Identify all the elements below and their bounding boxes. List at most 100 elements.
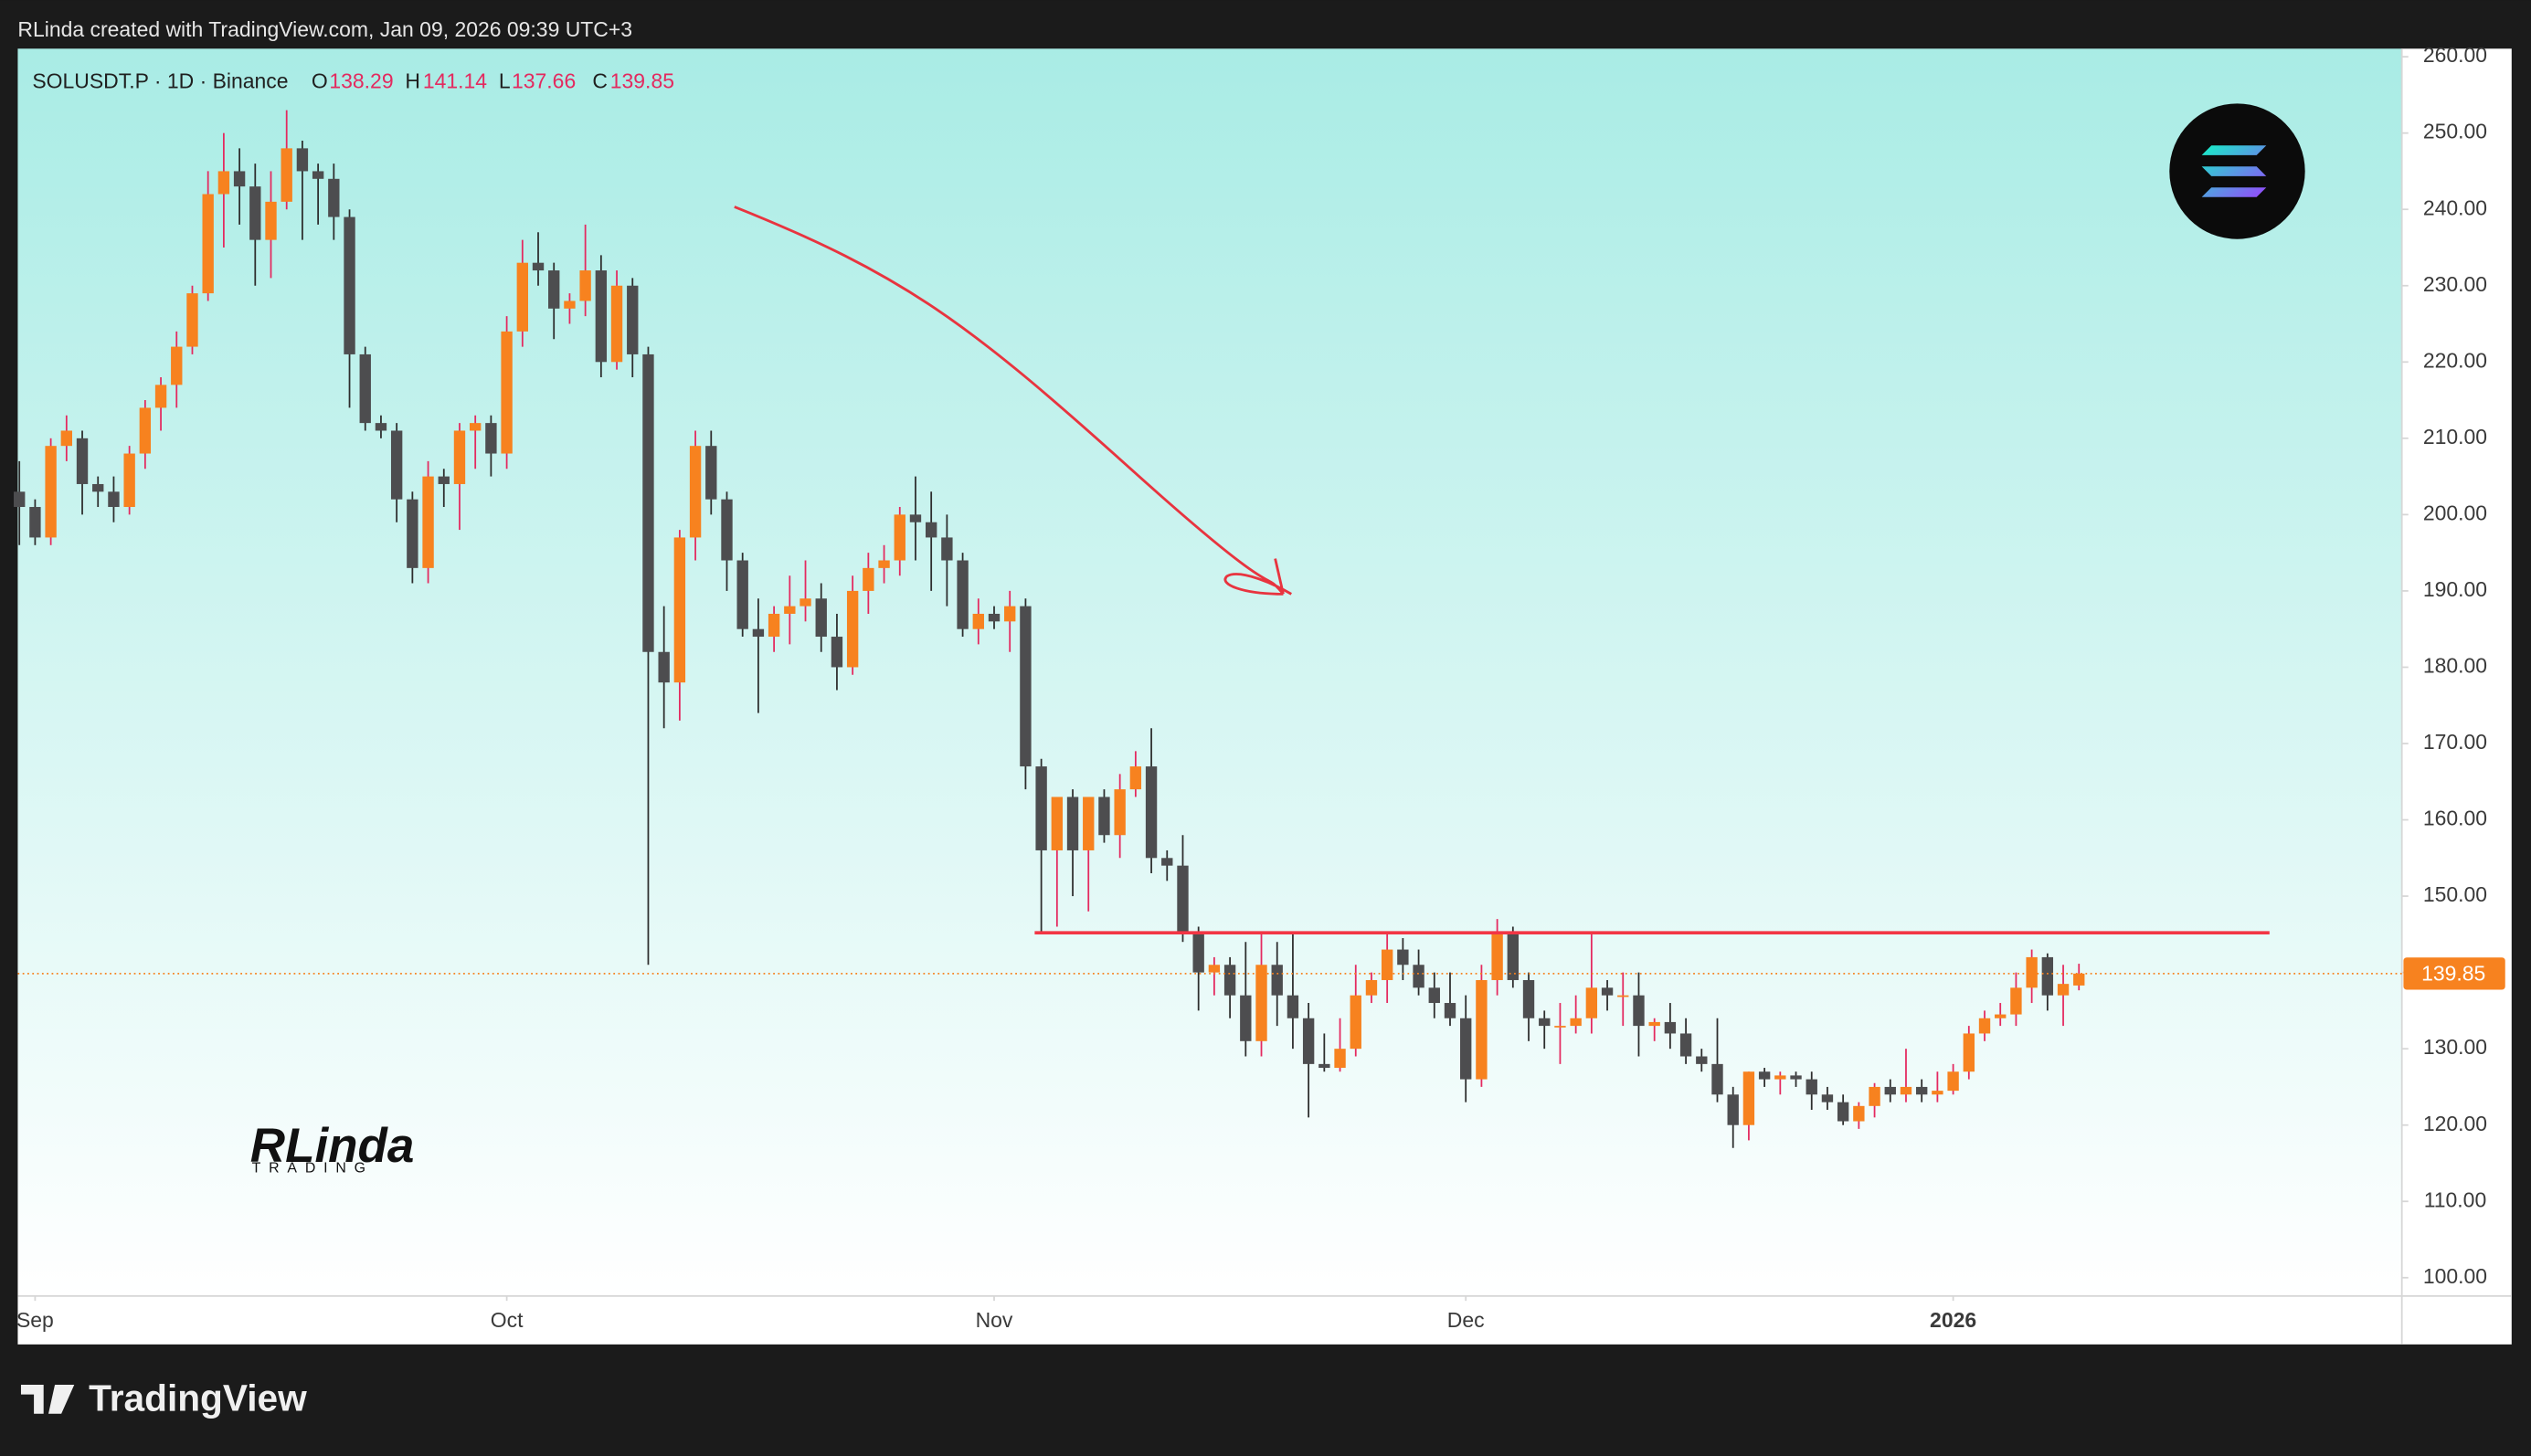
candle-body — [1978, 1018, 1991, 1034]
candle-body — [1853, 1105, 1865, 1122]
candle-body — [233, 171, 246, 187]
candle-body — [768, 613, 780, 638]
y-tick-label: 150.00 — [2423, 882, 2487, 906]
candle-body — [1381, 949, 1393, 980]
y-tick-label: 170.00 — [2423, 730, 2487, 754]
candle-body — [485, 423, 497, 454]
candle-body — [202, 194, 214, 294]
candle-body — [1884, 1086, 1896, 1095]
candle-body — [217, 171, 230, 195]
ohlc-value: 141.14 — [423, 69, 487, 92]
candle-body — [171, 346, 183, 385]
candle-body — [1240, 995, 1252, 1041]
candle-body — [642, 353, 654, 652]
candle-body — [1397, 949, 1409, 965]
time-axis — [17, 1295, 2402, 1345]
candle-body — [422, 476, 434, 568]
candle-body — [1413, 965, 1424, 988]
candle-body — [2010, 987, 2022, 1015]
candle-body — [1428, 987, 1440, 1004]
symbol: SOLUSDT.P · 1D · Binance — [32, 69, 288, 92]
candle-body — [1869, 1086, 1880, 1106]
x-tick-label: Dec — [1447, 1308, 1485, 1332]
candle-body — [1350, 995, 1361, 1050]
candle-body — [2073, 973, 2085, 986]
candle-body — [610, 285, 623, 363]
candle-body — [894, 514, 905, 561]
candle-body — [548, 270, 560, 309]
x-tick-label: Nov — [976, 1308, 1013, 1332]
candle-body — [1963, 1033, 1975, 1072]
candle-body — [2041, 956, 2054, 996]
candle-body — [281, 148, 292, 202]
candle-body — [453, 430, 466, 484]
candle-body — [673, 537, 686, 683]
watermark-tagline: TRADING — [252, 1160, 374, 1176]
candle-body — [123, 453, 135, 508]
x-tick-label: Oct — [491, 1308, 524, 1332]
y-tick-label: 190.00 — [2423, 577, 2487, 601]
candle-body — [815, 598, 827, 638]
candle-body — [1444, 1003, 1456, 1018]
candle-body — [1083, 797, 1095, 850]
ohlc-value: 139.85 — [610, 69, 674, 92]
candle-body — [186, 293, 198, 347]
candle-body — [1491, 934, 1503, 980]
ohlc-label: H — [405, 69, 420, 92]
y-tick-label: 200.00 — [2423, 501, 2487, 524]
candle-body — [344, 216, 355, 354]
candle-body — [1806, 1079, 1817, 1095]
candle-body — [1570, 1018, 1582, 1027]
last-price-box — [2403, 957, 2505, 990]
price-axis — [2401, 48, 2512, 1345]
candle-body — [1051, 797, 1064, 850]
y-tick-label: 180.00 — [2423, 654, 2487, 678]
candle-body — [1004, 606, 1016, 622]
candle-body — [1507, 934, 1519, 980]
candle-body — [1648, 1021, 1660, 1027]
candle-body — [407, 499, 418, 568]
candle-body — [1742, 1071, 1755, 1125]
candle-body — [328, 178, 340, 217]
candle-body — [2026, 956, 2038, 988]
candle-body — [1020, 606, 1032, 767]
y-tick-label: 250.00 — [2423, 120, 2487, 143]
y-tick-label: 260.00 — [2423, 43, 2487, 67]
candle-body — [1947, 1071, 1959, 1092]
ohlc-label: C — [592, 69, 608, 92]
candle-body — [76, 438, 89, 484]
candle-body — [1758, 1071, 1771, 1080]
x-tick-label: 2026 — [1930, 1308, 1976, 1332]
candle-body — [265, 201, 277, 240]
candle-body — [438, 476, 450, 484]
candle-body — [1318, 1063, 1330, 1069]
candle-body — [1460, 1018, 1472, 1080]
candle-body — [752, 628, 765, 638]
watermark-name: RLinda — [250, 1119, 415, 1173]
candle-body — [1066, 797, 1079, 850]
candle-body — [1932, 1091, 1943, 1095]
candle-body — [375, 423, 387, 431]
y-tick-label: 100.00 — [2423, 1264, 2487, 1288]
candle-body — [1208, 965, 1221, 973]
y-tick-label: 210.00 — [2423, 425, 2487, 448]
candle-body — [1837, 1102, 1849, 1122]
solana-logo — [2169, 103, 2305, 239]
candle-body — [1522, 979, 1535, 1018]
candle-body — [972, 613, 984, 629]
candle-body — [627, 285, 639, 354]
candle-body — [957, 560, 969, 629]
candle-body — [1900, 1086, 1912, 1095]
candle-body — [941, 537, 953, 561]
candle-body — [721, 499, 733, 561]
candle-body — [1476, 979, 1488, 1080]
candle-body — [1679, 1033, 1692, 1057]
candle-body — [1145, 766, 1158, 859]
candle-body — [689, 446, 702, 538]
candle-body — [45, 446, 57, 538]
candle-body — [1114, 789, 1126, 836]
candle-body — [359, 353, 371, 424]
candle-body — [1916, 1086, 1928, 1095]
logo-bars — [2201, 145, 2267, 197]
candle-body — [1302, 1018, 1315, 1064]
